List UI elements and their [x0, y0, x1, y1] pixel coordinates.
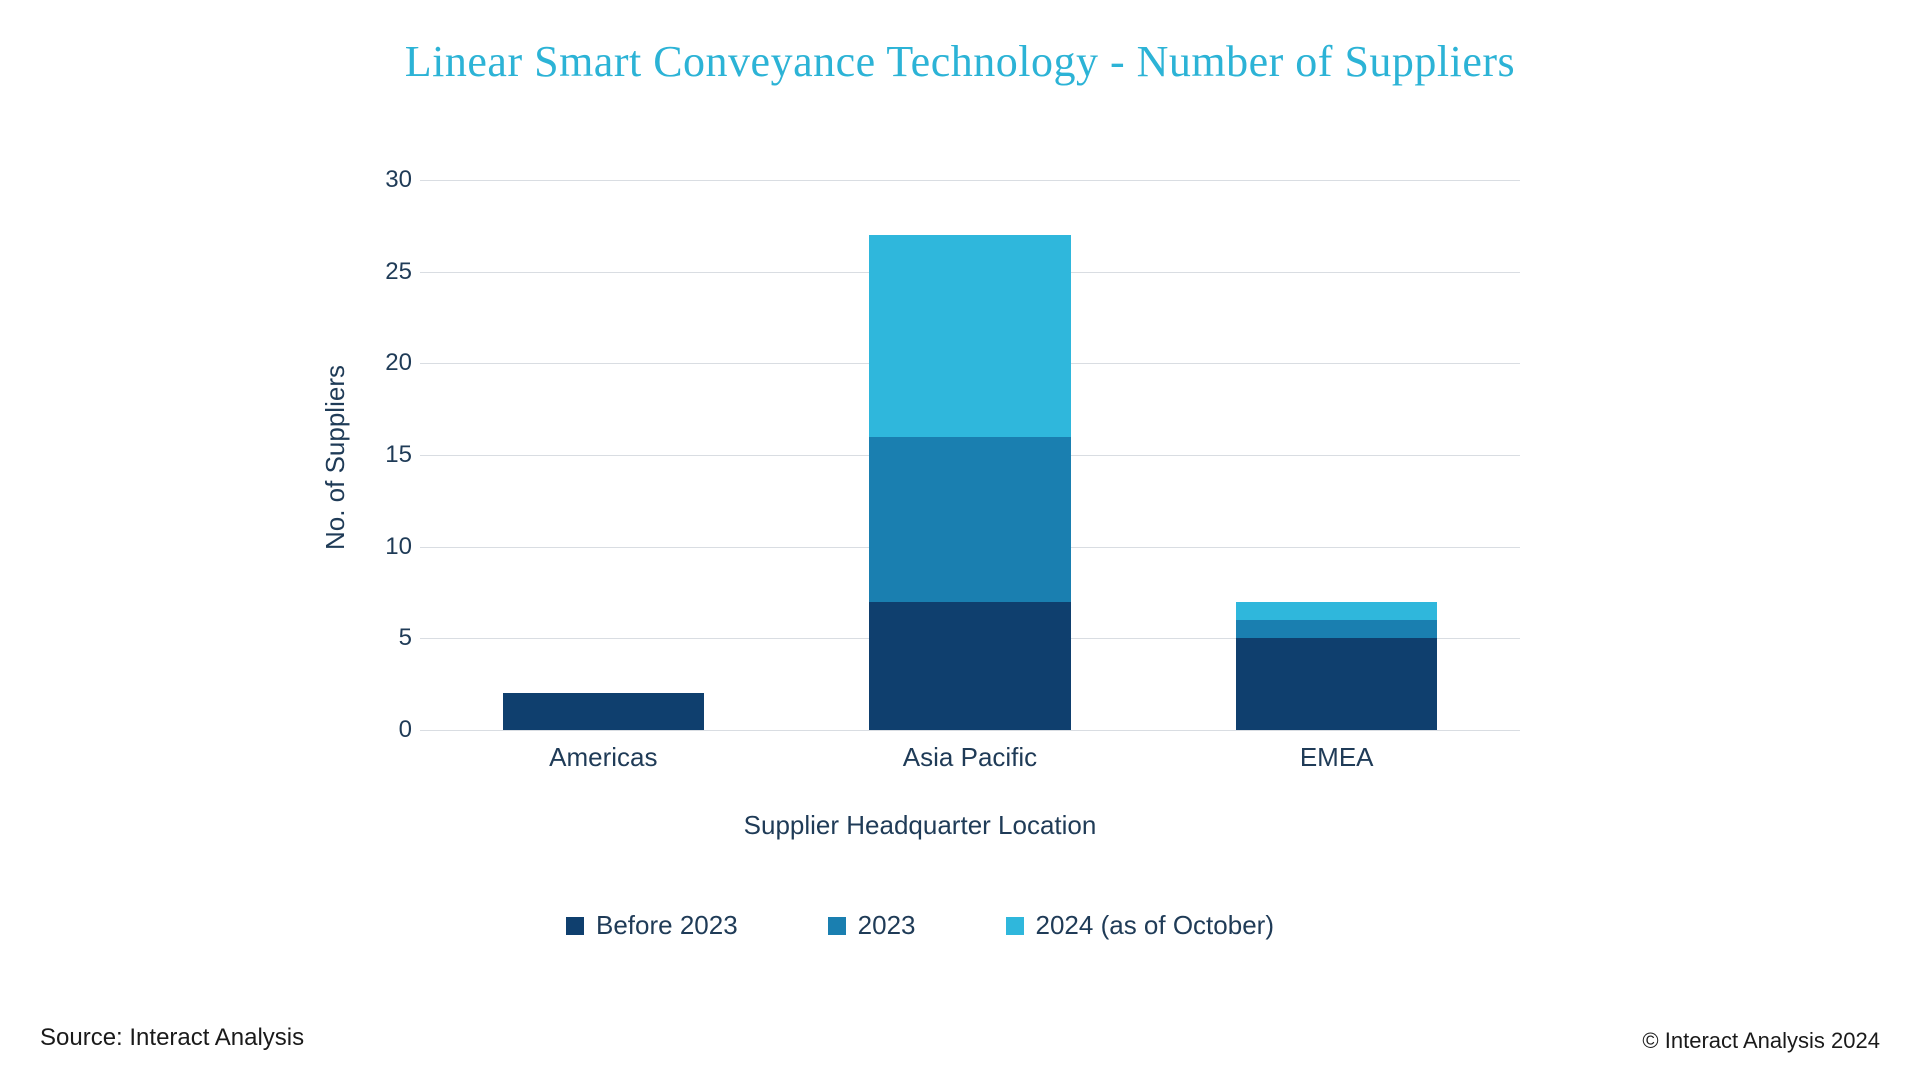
- bar-group: [869, 235, 1071, 730]
- bar-segment: [1236, 602, 1438, 620]
- gridline: [420, 180, 1520, 181]
- x-axis-title: Supplier Headquarter Location: [260, 810, 1580, 841]
- y-tick-label: 5: [372, 624, 412, 652]
- x-tick-label: Americas: [453, 730, 753, 773]
- legend-item: 2023: [828, 910, 916, 941]
- x-tick-label: Asia Pacific: [820, 730, 1120, 773]
- source-attribution: Source: Interact Analysis: [40, 1024, 304, 1052]
- legend: Before 2023 2023 2024 (as of October): [260, 910, 1580, 941]
- y-tick-label: 10: [372, 533, 412, 561]
- legend-swatch: [1006, 917, 1024, 935]
- legend-label: Before 2023: [596, 910, 738, 941]
- bar-segment: [1236, 620, 1438, 638]
- y-axis-title: No. of Suppliers: [320, 365, 351, 550]
- bar-segment: [503, 693, 705, 730]
- legend-item: Before 2023: [566, 910, 738, 941]
- legend-item: 2024 (as of October): [1006, 910, 1274, 941]
- bar-segment: [869, 235, 1071, 437]
- y-tick-label: 15: [372, 441, 412, 469]
- bar-segment: [869, 437, 1071, 602]
- y-tick-label: 20: [372, 349, 412, 377]
- x-tick-label: EMEA: [1187, 730, 1487, 773]
- y-tick-label: 25: [372, 258, 412, 286]
- bar-group: [503, 693, 705, 730]
- chart-title: Linear Smart Conveyance Technology - Num…: [0, 36, 1920, 87]
- legend-label: 2023: [858, 910, 916, 941]
- legend-swatch: [566, 917, 584, 935]
- copyright-text: © Interact Analysis 2024: [1642, 1028, 1880, 1054]
- legend-label: 2024 (as of October): [1036, 910, 1274, 941]
- plot-area: 051015202530AmericasAsia PacificEMEA: [420, 180, 1520, 730]
- chart-container: No. of Suppliers 051015202530AmericasAsi…: [260, 150, 1580, 850]
- bar-segment: [869, 602, 1071, 730]
- slide-root: Linear Smart Conveyance Technology - Num…: [0, 0, 1920, 1080]
- legend-swatch: [828, 917, 846, 935]
- bar-group: [1236, 602, 1438, 730]
- y-tick-label: 0: [372, 716, 412, 744]
- bar-segment: [1236, 638, 1438, 730]
- y-tick-label: 30: [372, 166, 412, 194]
